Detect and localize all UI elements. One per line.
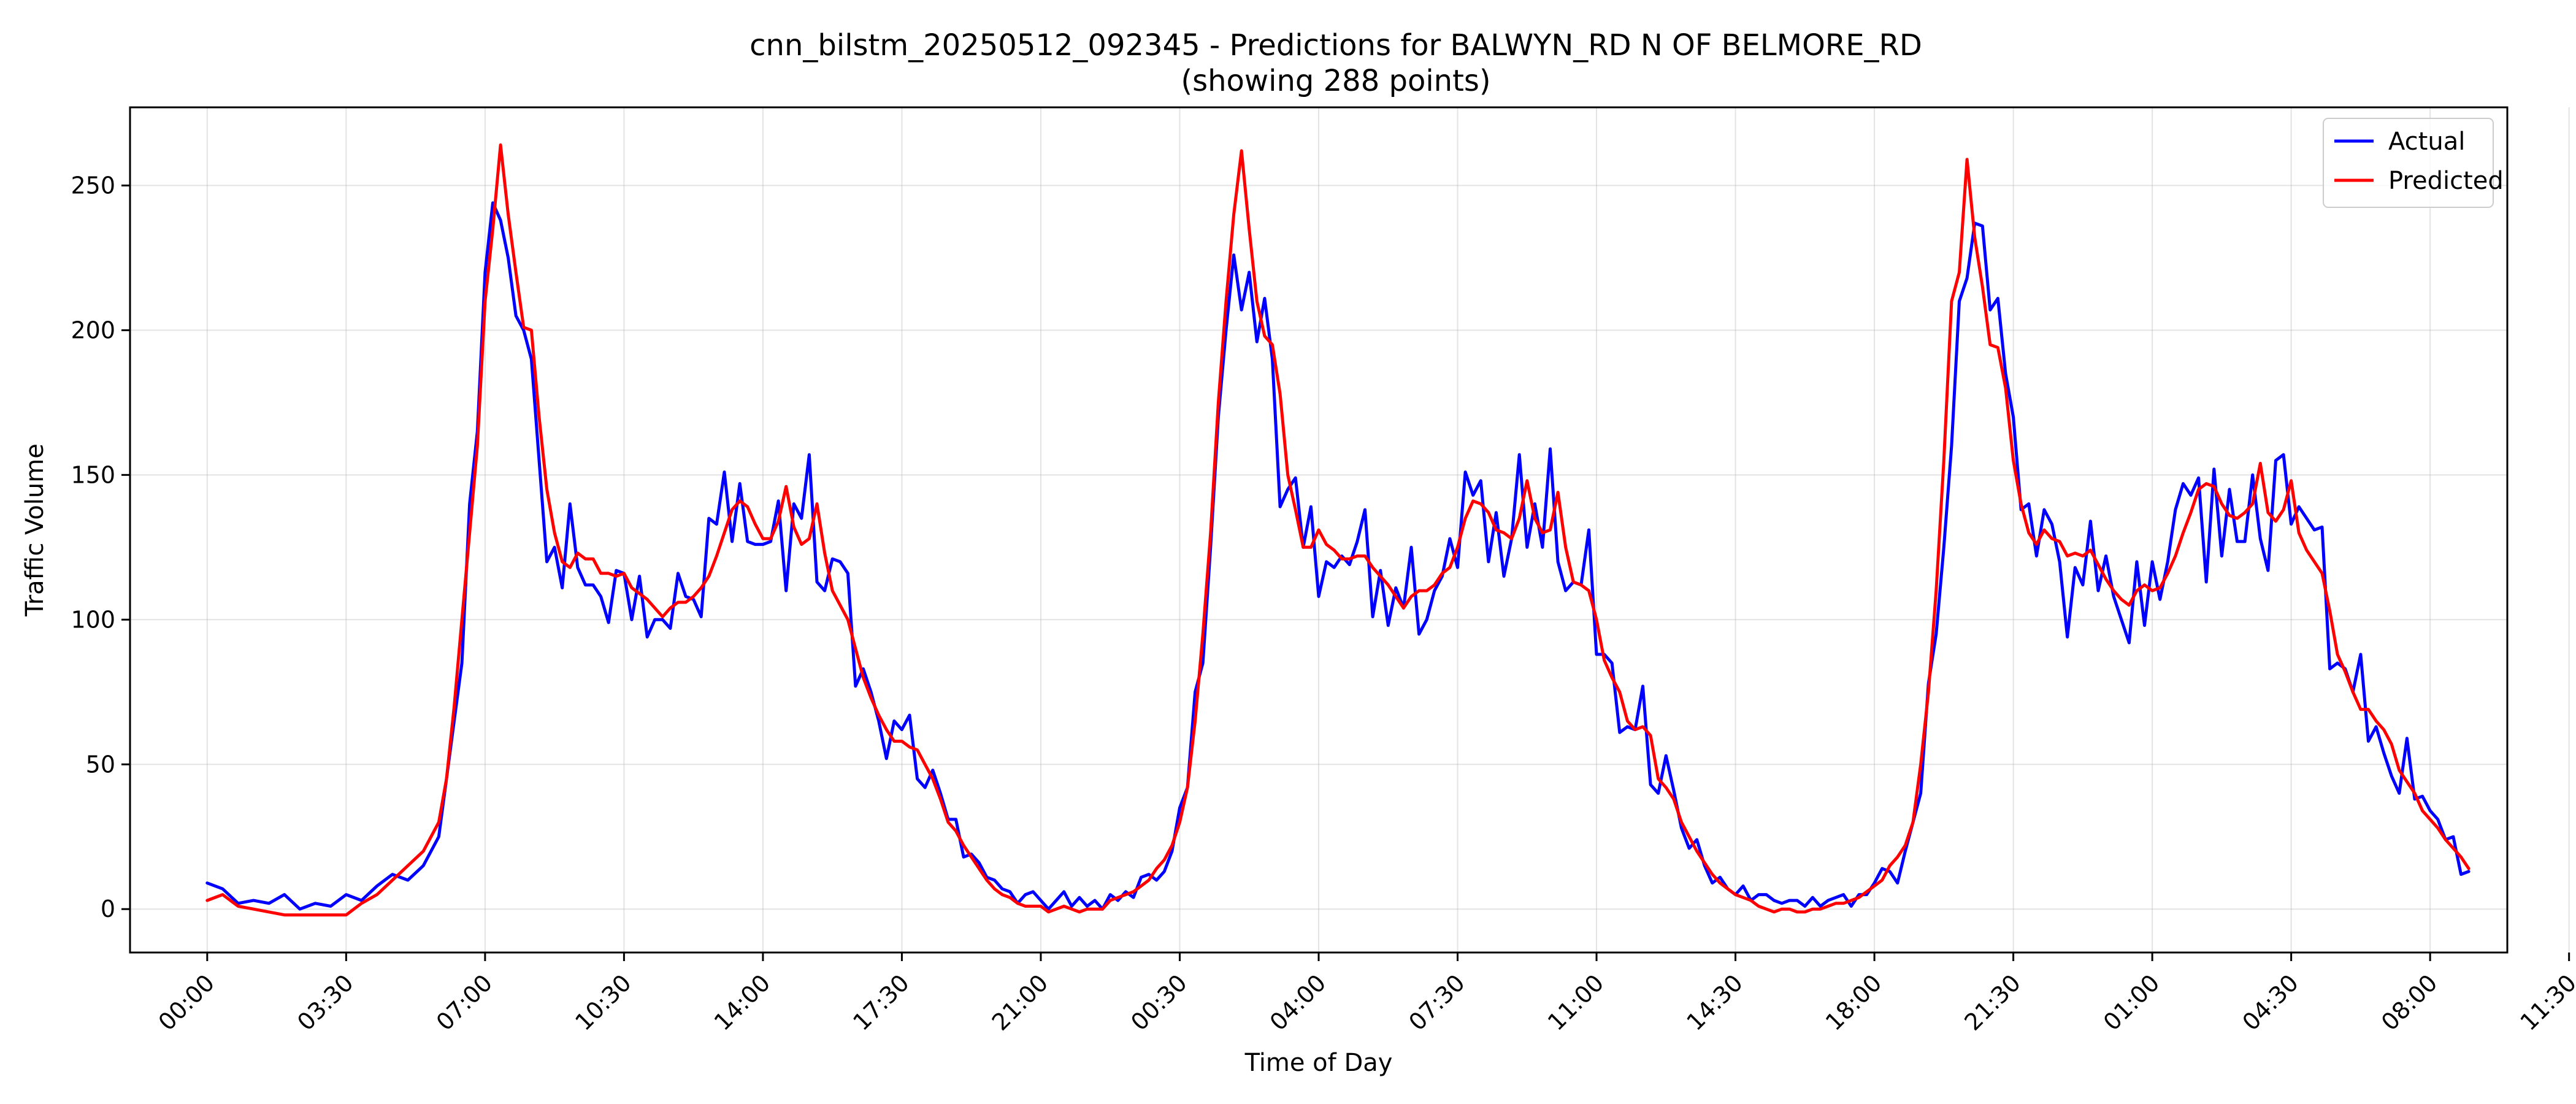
x-tick-label: 11:30 <box>2515 969 2576 1036</box>
y-tick-label: 50 <box>86 751 115 778</box>
x-tick-label: 11:00 <box>1543 969 1609 1036</box>
y-tick-label: 250 <box>71 172 115 199</box>
series-layer <box>205 143 2471 917</box>
y-axis: 0 50 100 150 200 250 <box>71 172 130 922</box>
y-tick-label: 200 <box>71 316 115 343</box>
legend: Actual Predicted <box>2323 118 2504 208</box>
x-tick-label: 18:00 <box>1820 969 1887 1036</box>
legend-label-actual: Actual <box>2388 128 2465 156</box>
chart-title: cnn_bilstm_20250512_092345 - Predictions… <box>749 28 1922 63</box>
x-tick-label: 21:30 <box>1959 969 2026 1036</box>
legend-label-predicted: Predicted <box>2388 167 2504 195</box>
x-tick-label: 10:30 <box>570 969 637 1036</box>
y-tick-label: 150 <box>71 461 115 488</box>
y-tick-label: 100 <box>71 606 115 633</box>
x-tick-label: 14:30 <box>1681 969 1748 1036</box>
x-tick-label: 00:30 <box>1125 969 1192 1036</box>
y-axis-label: Traffic Volume <box>21 443 49 617</box>
x-tick-label: 04:00 <box>1265 969 1332 1036</box>
x-tick-label: 04:30 <box>2237 969 2304 1036</box>
x-tick-label: 01:00 <box>2098 969 2165 1036</box>
x-tick-label: 07:30 <box>1403 969 1470 1036</box>
series-line-predicted <box>205 143 2471 917</box>
x-tick-label: 03:30 <box>292 969 359 1036</box>
x-axis: 00:00 03:30 07:00 10:30 14:00 17:30 21:00 00:30… <box>153 953 2576 1036</box>
x-tick-label: 21:00 <box>987 969 1054 1036</box>
y-tick-label: 0 <box>101 895 115 922</box>
x-axis-label: Time of Day <box>1244 1049 1393 1077</box>
x-tick-label: 08:00 <box>2376 969 2443 1036</box>
x-tick-label: 07:00 <box>431 969 498 1036</box>
x-tick-label: 14:00 <box>709 969 776 1036</box>
series-line-actual <box>205 201 2471 911</box>
chart-subtitle: (showing 288 points) <box>1181 64 1490 98</box>
x-tick-label: 17:30 <box>848 969 914 1036</box>
x-tick-label: 00:00 <box>153 969 220 1036</box>
